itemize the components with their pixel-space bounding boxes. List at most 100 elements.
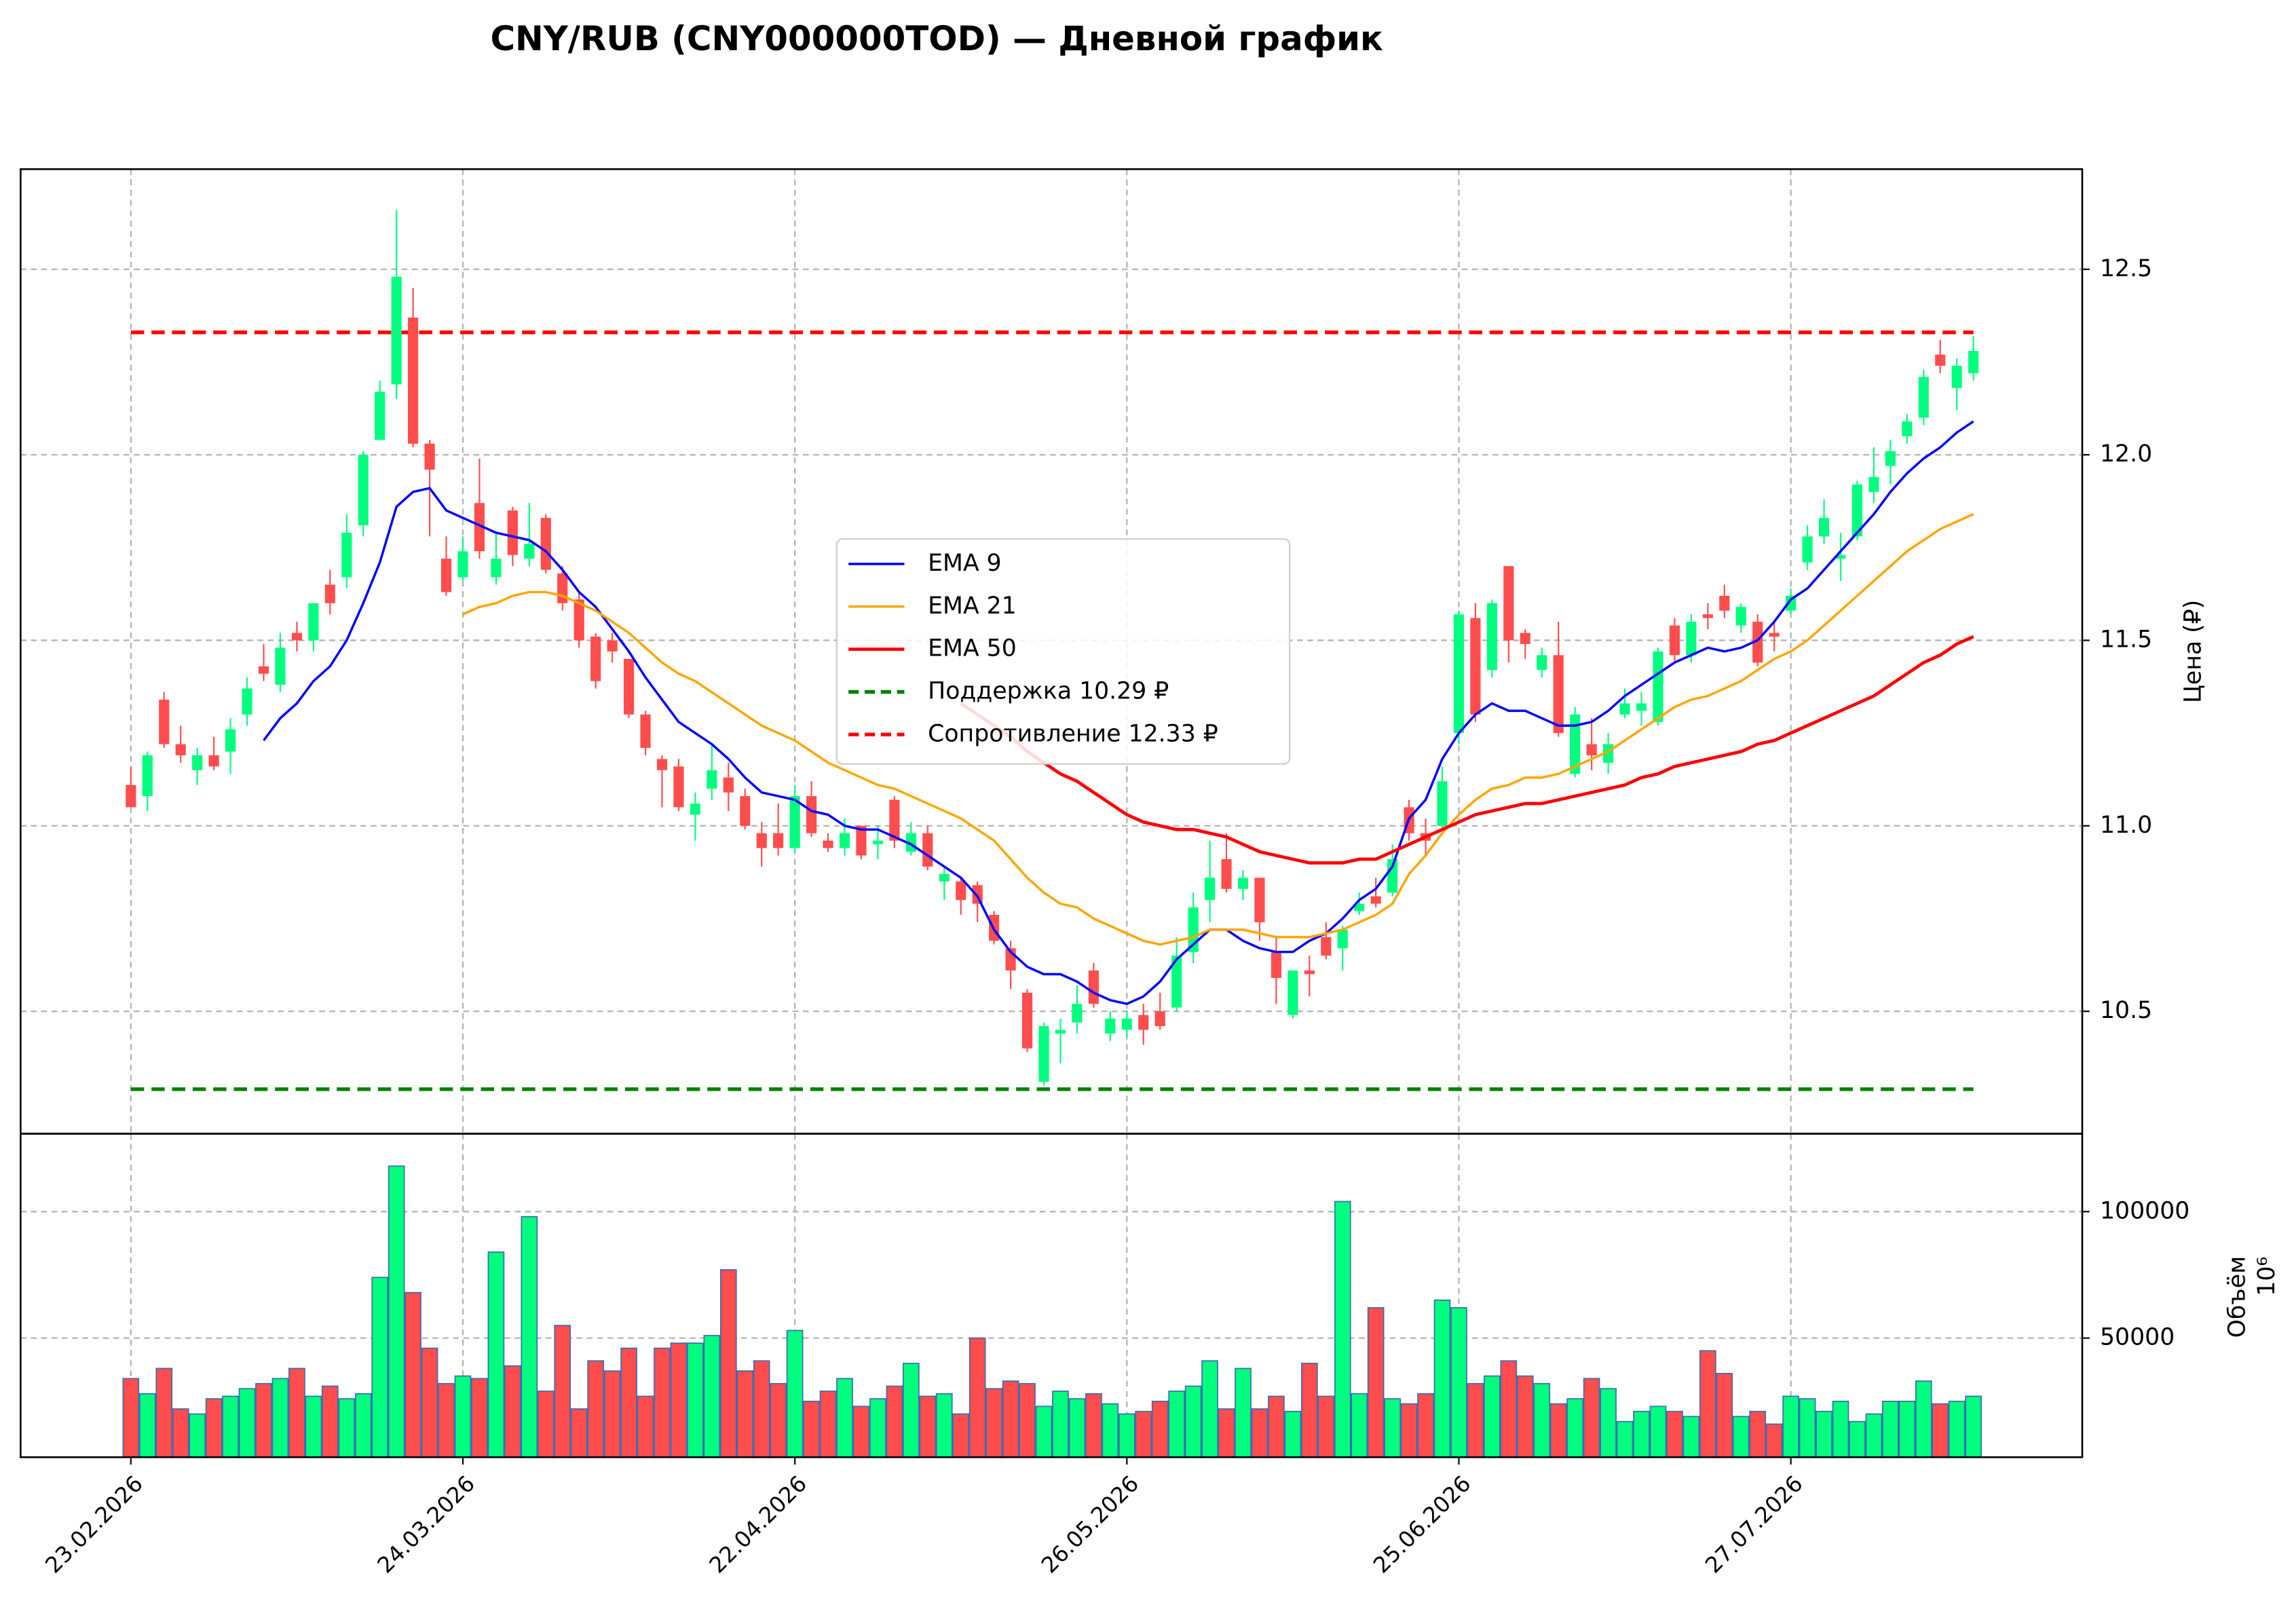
volume-bar <box>1716 1373 1733 1458</box>
volume-bar <box>1300 1363 1318 1458</box>
candle-body <box>1968 351 1979 373</box>
candle-body <box>225 729 236 752</box>
volume-bar <box>1317 1395 1335 1458</box>
legend-label: Сопротивление 12.33 ₽ <box>928 720 1218 747</box>
volume-bar <box>1417 1393 1434 1458</box>
candle-body <box>142 755 153 797</box>
volume-bar <box>1450 1307 1467 1458</box>
candle-body <box>1719 595 1730 611</box>
candle-body <box>1171 956 1182 1008</box>
volume-bar <box>786 1329 804 1458</box>
volume-bar <box>405 1291 421 1458</box>
volume-bar <box>1633 1410 1650 1458</box>
candle-body <box>707 770 717 789</box>
volume-bar <box>371 1277 389 1458</box>
volume-tick-label: 50000 <box>2100 1324 2175 1351</box>
candle-body <box>159 699 170 744</box>
volume-bar <box>770 1382 787 1458</box>
candle-body <box>607 640 618 652</box>
volume-bar <box>1832 1401 1849 1458</box>
volume-bar <box>654 1347 671 1458</box>
volume-bar <box>1151 1401 1169 1458</box>
volume-bar <box>487 1251 505 1458</box>
candle-body <box>623 658 635 715</box>
legend: EMA 9 EMA 21 EMA 50 Поддержка 10.29 ₽ Сопрот… <box>835 538 1291 765</box>
candle-body <box>1702 614 1713 618</box>
candle-body <box>1105 1019 1116 1034</box>
volume-bar <box>1616 1420 1634 1458</box>
candle-body <box>491 559 502 578</box>
chart-title: CNY/RUB (CNY000000TOD) — Дневной график <box>490 19 1383 58</box>
volume-bar <box>803 1401 820 1458</box>
candle-body <box>1453 614 1465 734</box>
volume-bar <box>1433 1299 1451 1458</box>
candle-body <box>640 714 651 749</box>
volume-bar <box>903 1363 920 1458</box>
candle-body <box>1835 554 1846 559</box>
volume-bar <box>1085 1393 1102 1458</box>
candle-body <box>391 276 402 385</box>
y-tick-label: 11.0 <box>2100 812 2152 839</box>
volume-bar <box>1284 1410 1302 1458</box>
y-tick-label: 12.0 <box>2100 440 2152 468</box>
volume-bar <box>338 1398 356 1458</box>
candle-body <box>806 796 817 833</box>
volume-bar <box>1915 1380 1932 1458</box>
volume-bar <box>271 1378 289 1458</box>
volume-bar <box>1882 1401 1899 1458</box>
candle-body <box>740 796 751 826</box>
volume-bar <box>1765 1423 1783 1458</box>
candle-body <box>557 573 568 603</box>
candle-body <box>1021 992 1033 1049</box>
candle-body <box>789 796 800 848</box>
candle-body <box>1088 970 1099 1004</box>
volume-bar <box>205 1398 223 1458</box>
candle-body <box>258 666 269 674</box>
y-tick-label: 11.5 <box>2100 626 2152 653</box>
volume-bar <box>1549 1403 1567 1458</box>
volume-bar <box>1682 1416 1700 1458</box>
volume-bar <box>1583 1378 1600 1458</box>
legend-box <box>835 538 1291 765</box>
candle-body <box>1686 622 1697 656</box>
volume-bar <box>952 1413 970 1458</box>
candle-body <box>1221 859 1232 889</box>
candle-body <box>1437 781 1448 826</box>
candle-body <box>574 599 584 641</box>
volume-bar <box>1218 1408 1235 1458</box>
volume-offset-label: 10⁶ <box>2253 1257 2280 1296</box>
candle-body <box>1503 566 1514 641</box>
volume-bar <box>222 1395 239 1458</box>
volume-bar <box>1002 1380 1019 1458</box>
volume-bar <box>969 1337 986 1458</box>
candle-body <box>1570 714 1581 774</box>
volume-bar <box>122 1378 140 1458</box>
candle-body <box>1055 1030 1066 1034</box>
candle-body <box>1254 877 1265 922</box>
candle-body <box>1337 929 1348 949</box>
candle-body <box>939 873 949 882</box>
candle-body <box>1851 484 1863 537</box>
candle-body <box>872 840 884 845</box>
volume-bar <box>1566 1398 1584 1458</box>
candle-body <box>1752 622 1763 663</box>
candle-body <box>457 551 468 578</box>
volume-bar <box>1865 1413 1883 1458</box>
volume-bar <box>255 1382 272 1458</box>
volume-bar <box>1649 1405 1667 1458</box>
y-tick-label: 10.5 <box>2100 997 2152 1024</box>
candle-body <box>1271 951 1282 978</box>
candle-body <box>839 833 850 848</box>
volume-bar <box>172 1408 189 1458</box>
candle-body <box>1902 421 1913 436</box>
volume-bar <box>1467 1382 1484 1458</box>
ema-line <box>462 513 1974 946</box>
volume-bar <box>1849 1420 1866 1458</box>
legend-label: EMA 9 <box>928 550 1002 577</box>
volume-bar <box>670 1342 688 1458</box>
candle-body <box>507 510 518 555</box>
candle-body <box>524 544 535 559</box>
volume-bar <box>1782 1395 1799 1458</box>
candle-body <box>1802 536 1813 563</box>
candle-body <box>341 532 352 578</box>
